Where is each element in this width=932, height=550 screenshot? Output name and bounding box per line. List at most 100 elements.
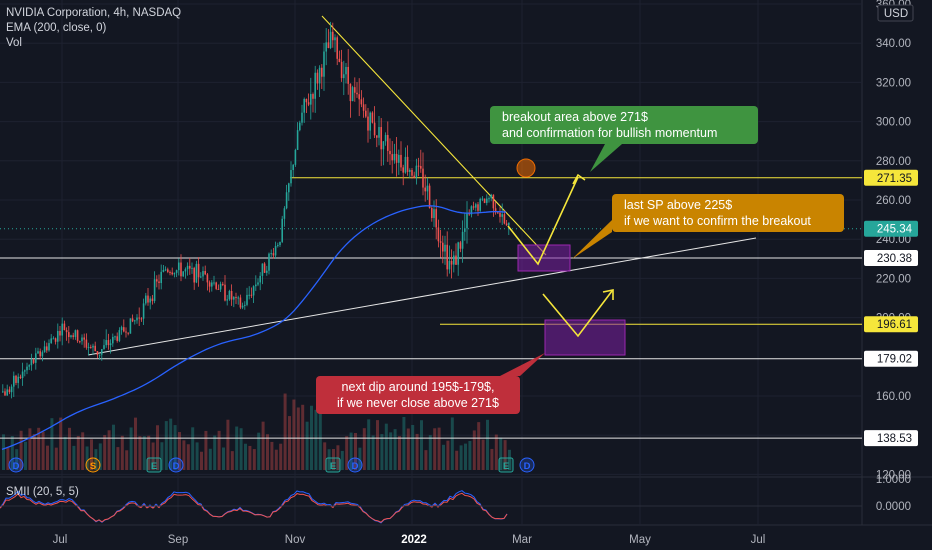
candle-body — [134, 320, 136, 322]
candle-body — [39, 351, 41, 357]
note-breakout[interactable]: breakout area above 271$ and confirmatio… — [490, 106, 758, 144]
candle-body — [74, 330, 77, 337]
time-tick-1: Sep — [168, 534, 188, 546]
volume-bar — [46, 445, 49, 470]
candle-body — [274, 245, 277, 256]
volume-bar — [138, 436, 142, 470]
candle-body — [373, 122, 376, 136]
volume-bar — [477, 422, 481, 470]
split-marker — [85, 457, 101, 473]
candle-body — [235, 297, 237, 299]
volume-bar — [85, 446, 89, 470]
volume-bar — [455, 450, 459, 470]
marker-label: D — [13, 461, 20, 472]
volume-bar — [459, 445, 463, 470]
note-breakout-line-2: and confirmation for bullish momentum — [502, 126, 718, 140]
candle-body — [492, 194, 495, 209]
candle-body — [486, 198, 488, 203]
ema-line — [1, 205, 507, 451]
candle-body — [125, 331, 127, 333]
candle-body — [343, 74, 345, 79]
candle-body — [17, 376, 19, 383]
candle-body — [334, 37, 336, 41]
candle-body — [305, 98, 308, 103]
price-axis[interactable]: 360.00340.00320.00300.00280.00260.00240.… — [864, 0, 918, 513]
candle-body — [277, 245, 279, 247]
price-label-2: 230.38 — [877, 253, 912, 265]
candle-body — [466, 212, 468, 229]
candle-body — [384, 134, 387, 142]
candle-body — [215, 282, 217, 289]
resistance-trendline — [321, 15, 547, 256]
volume-bar — [393, 429, 397, 470]
volume-bar — [6, 447, 10, 470]
candle-body — [404, 156, 407, 173]
candle-body — [389, 150, 391, 155]
volume-bar — [235, 426, 239, 470]
note-dip[interactable]: next dip around 195$-179$, if we never c… — [316, 376, 520, 414]
candle-body — [224, 284, 226, 301]
candle-body — [10, 386, 13, 393]
candle-body — [96, 351, 99, 355]
volume-bar — [389, 432, 393, 470]
candle-body — [153, 279, 156, 302]
candle-body — [255, 284, 257, 287]
smii-tick-0: 1.0000 — [876, 474, 911, 486]
volume-bar — [98, 443, 102, 470]
candle-body — [481, 198, 484, 200]
candle-body — [433, 209, 435, 218]
volume-bar — [288, 416, 291, 470]
volume-bar — [37, 427, 41, 470]
candle-body — [186, 265, 189, 270]
candle-body — [444, 244, 446, 252]
note-support[interactable]: last SP above 225$ if we want to confirm… — [612, 194, 844, 232]
time-tick-5: May — [629, 534, 651, 546]
smii-legend[interactable]: SMII (20, 5, 5) — [6, 486, 79, 498]
candle-body — [314, 72, 316, 99]
candle-body — [112, 336, 114, 344]
candle-body — [72, 335, 74, 337]
candle-body — [114, 336, 116, 338]
candle-body — [387, 134, 389, 151]
candle-body — [477, 204, 479, 211]
price-tick-3: 300.00 — [876, 117, 911, 129]
candle-body — [362, 104, 365, 111]
vol-legend[interactable]: Vol — [6, 37, 22, 49]
price-tick-7: 220.00 — [876, 273, 911, 285]
volume-bar — [142, 436, 146, 470]
candle-body — [301, 112, 303, 123]
price-tick-11: 120.00 — [876, 469, 911, 481]
volume-bar — [384, 423, 388, 470]
candle-body — [369, 112, 371, 131]
candle-body — [459, 242, 462, 249]
candle-body — [356, 92, 358, 95]
symbol-title[interactable]: NVIDIA Corporation, 4h, NASDAQ — [6, 7, 182, 19]
volume-bar — [178, 432, 181, 470]
marker-label: E — [503, 461, 509, 472]
ema-legend[interactable]: EMA (200, close, 0) — [6, 22, 107, 34]
price-label-0: 271.35 — [877, 173, 912, 185]
volume-bar — [248, 445, 252, 470]
time-axis[interactable]: Jul Sep Nov 2022 Mar May Jul — [53, 534, 766, 546]
candle-body — [400, 154, 402, 168]
projection-drawings — [500, 144, 626, 376]
candle-body — [296, 130, 299, 150]
volume-bar — [301, 404, 305, 470]
volume-bar — [50, 418, 54, 470]
candle-body — [237, 297, 239, 299]
volume-bar — [59, 417, 63, 470]
candle-body — [200, 276, 202, 278]
volume-bar — [318, 396, 322, 470]
price-label-box — [864, 250, 918, 267]
volume-bar — [442, 444, 445, 470]
candle-body — [470, 206, 473, 215]
candle-body — [494, 208, 497, 213]
candle-body — [226, 299, 228, 301]
candle-body — [428, 185, 431, 208]
volume-bar — [182, 440, 186, 470]
pointer-red — [500, 353, 545, 376]
candle-body — [147, 295, 149, 303]
arrowhead-bullish — [572, 173, 586, 185]
volume-bar — [283, 393, 287, 470]
